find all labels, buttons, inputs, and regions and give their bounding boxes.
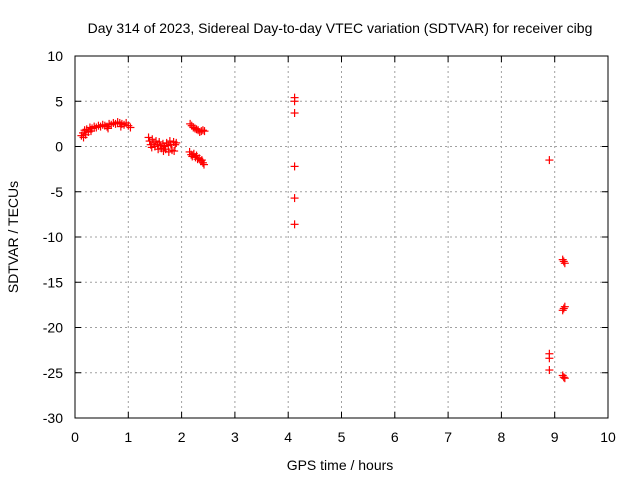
x-tick-label: 8 xyxy=(498,429,506,445)
chart-title: Day 314 of 2023, Sidereal Day-to-day VTE… xyxy=(88,20,593,36)
x-axis-label: GPS time / hours xyxy=(287,457,394,473)
data-point xyxy=(559,373,568,382)
y-tick-label: -5 xyxy=(51,184,64,200)
data-point xyxy=(198,158,207,167)
x-tick-labels: 0 1 2 3 4 5 6 7 8 9 10 xyxy=(71,429,616,445)
data-point xyxy=(560,259,569,268)
data-point xyxy=(86,127,95,136)
data-point xyxy=(198,126,207,135)
x-tick-label: 7 xyxy=(444,429,452,445)
y-tick-label: -30 xyxy=(43,410,63,426)
data-point xyxy=(155,137,164,146)
data-point xyxy=(126,123,135,132)
data-point xyxy=(199,160,208,169)
data-point xyxy=(558,306,567,315)
y-tick-label: -10 xyxy=(43,229,63,245)
x-tick-label: 10 xyxy=(600,429,616,445)
data-point xyxy=(290,162,299,171)
grid-lines xyxy=(75,56,608,418)
y-tick-label: 0 xyxy=(55,139,63,155)
x-tick-label: 3 xyxy=(231,429,239,445)
data-point xyxy=(171,140,180,149)
data-point xyxy=(558,255,567,264)
data-point xyxy=(290,220,299,229)
data-point xyxy=(81,130,90,139)
data-point xyxy=(148,135,157,144)
data-point xyxy=(559,304,568,313)
y-tick-label: -25 xyxy=(43,365,63,381)
data-point xyxy=(144,133,153,142)
x-tick-label: 6 xyxy=(391,429,399,445)
data-point xyxy=(172,138,181,147)
data-point xyxy=(559,257,568,266)
data-point xyxy=(200,127,209,136)
x-tick-label: 5 xyxy=(338,429,346,445)
data-point xyxy=(560,374,569,383)
data-point xyxy=(147,143,156,152)
x-tick-label: 2 xyxy=(178,429,186,445)
data-points xyxy=(77,93,569,383)
data-point xyxy=(560,302,569,311)
y-tick-label: -20 xyxy=(43,320,63,336)
plot-frame xyxy=(74,55,609,419)
data-point xyxy=(164,147,173,156)
data-point xyxy=(545,366,554,375)
data-point xyxy=(290,194,299,203)
data-point xyxy=(545,354,554,363)
data-point xyxy=(104,124,113,133)
data-point xyxy=(290,97,299,106)
y-tick-label: 10 xyxy=(47,48,63,64)
data-point xyxy=(170,147,179,156)
data-point xyxy=(545,156,554,165)
x-tick-label: 1 xyxy=(124,429,132,445)
y-axis-label: SDTVAR / TECUs xyxy=(5,181,21,293)
x-tick-label: 9 xyxy=(551,429,559,445)
x-tick-label: 0 xyxy=(71,429,79,445)
data-point xyxy=(290,109,299,118)
data-point xyxy=(116,122,125,131)
y-tick-label: 5 xyxy=(55,93,63,109)
y-tick-labels: 10 5 0 -5 -10 -15 -20 -25 -30 xyxy=(43,48,63,426)
y-tick-label: -15 xyxy=(43,274,63,290)
x-tick-label: 4 xyxy=(284,429,292,445)
data-point xyxy=(154,145,163,154)
data-point xyxy=(159,147,168,156)
data-point xyxy=(165,137,174,146)
